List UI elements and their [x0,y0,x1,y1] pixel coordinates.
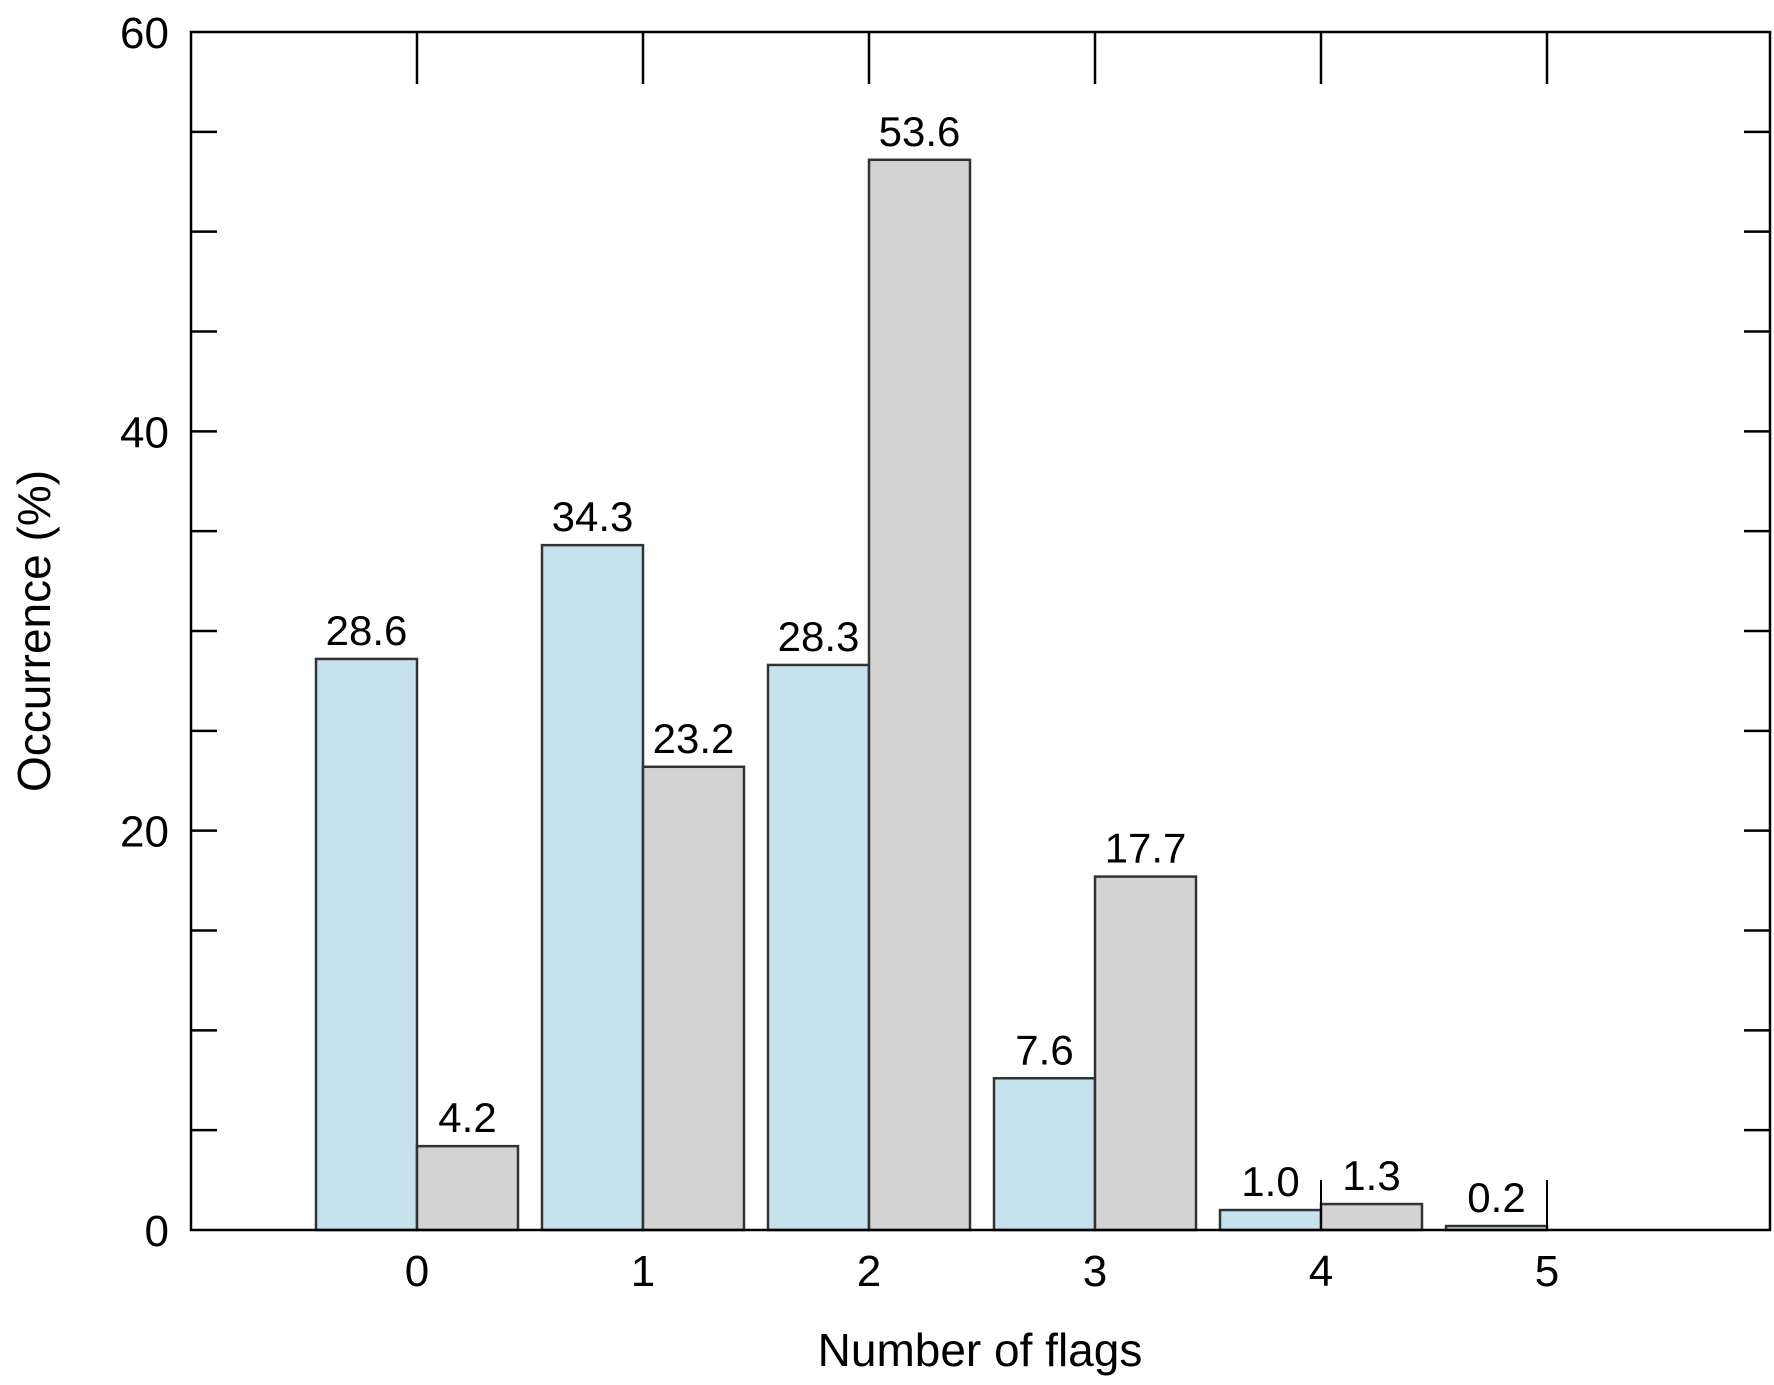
bar-series2-cat-0 [415,1144,520,1232]
ticks-group [191,32,1770,1230]
bar-series2-cat-3 [1093,875,1198,1232]
y-tick-label-0: 0 [145,1207,169,1256]
data-label-series2-cat-3: 17.7 [1105,825,1187,872]
x-tick-label-4: 4 [1309,1247,1333,1296]
data-label-series1-cat-2: 28.3 [778,613,860,660]
bar-series1-cat-4 [1218,1208,1323,1232]
data-label-series1-cat-0: 28.6 [326,607,408,654]
plot-frame [189,30,1772,1232]
data-label-series2-cat-1: 23.2 [653,715,735,762]
y-tick-label-20: 20 [120,808,169,857]
bar-series1-cat-1 [540,543,645,1232]
data-label-series1-cat-4: 1.0 [1241,1158,1299,1205]
bar-series2-cat-2 [867,158,972,1232]
x-tick-label-0: 0 [405,1247,429,1296]
x-tick-label-3: 3 [1083,1247,1107,1296]
y-tick-label-40: 40 [120,408,169,457]
x-tick-label-1: 1 [631,1247,655,1296]
data-label-series1-cat-5: 0.2 [1467,1174,1525,1221]
bar-series2-cat-4 [1319,1202,1424,1232]
x-axis-title: Number of flags [818,1324,1143,1376]
x-tick-label-2: 2 [857,1247,881,1296]
data-label-series1-cat-1: 34.3 [552,493,634,540]
bar-series1-cat-2 [766,663,871,1232]
bar-series1-cat-0 [314,657,419,1232]
data-label-series2-cat-4: 1.3 [1342,1152,1400,1199]
tick-labels-group: 0 1 2 3 4 5 0 20 40 60 [120,9,1559,1296]
y-tick-label-60: 60 [120,9,169,58]
bar-series2-cat-1 [641,765,746,1232]
y-axis-title: Occurrence (%) [8,470,60,792]
bar-series1-cat-3 [992,1077,1097,1232]
data-label-series2-cat-2: 53.6 [879,108,961,155]
data-label-series2-cat-0: 4.2 [438,1094,496,1141]
bars-group [314,158,1549,1232]
data-labels-group: 28.6 34.3 28.3 7.6 1.0 0.2 4.2 23.2 53.6 17.7 1.3 [326,108,1526,1221]
data-label-series1-cat-3: 7.6 [1015,1026,1073,1073]
x-tick-label-5: 5 [1535,1247,1559,1296]
